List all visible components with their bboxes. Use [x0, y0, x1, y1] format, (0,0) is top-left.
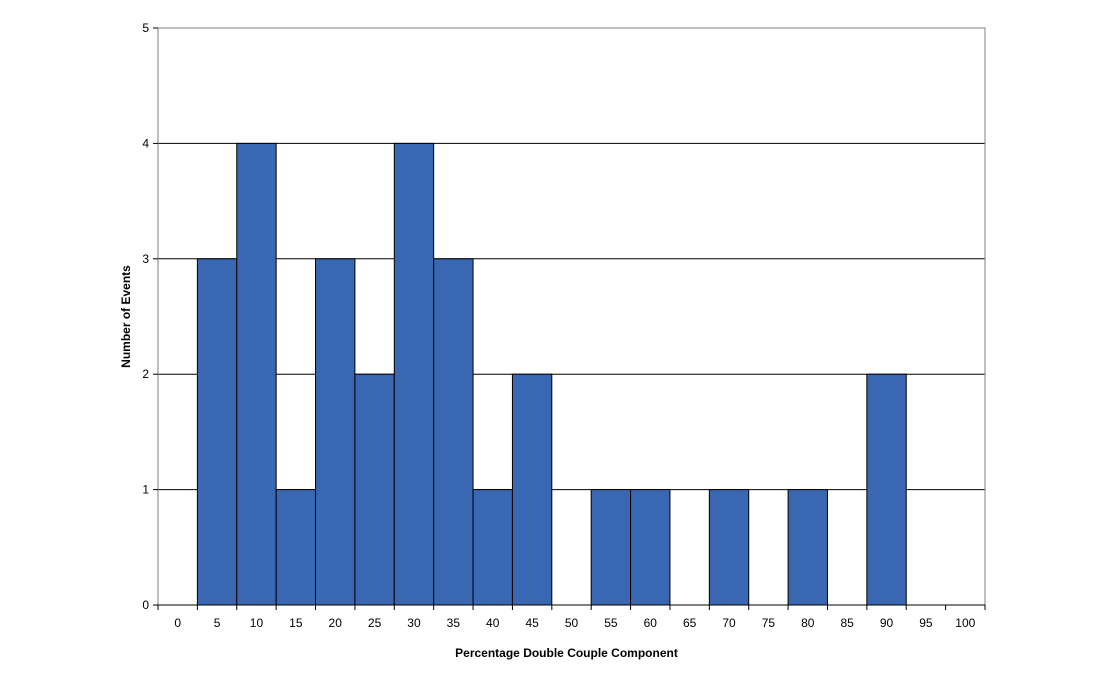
x-axis-title: Percentage Double Couple Component	[455, 646, 678, 660]
x-tick-label: 45	[525, 616, 539, 630]
x-tick-label: 35	[447, 616, 461, 630]
x-axis-ticks: 0 5 10 15 20 25 30 35 40 45 50 55 60 65 70 75 80 85 90 95 10…	[157, 604, 986, 630]
x-tick-label: 100	[955, 616, 975, 630]
bar-15	[275, 489, 317, 606]
bar-80	[787, 489, 828, 606]
x-tick-label: 95	[919, 616, 933, 630]
x-tick-label: 25	[368, 616, 382, 630]
bar-20	[315, 258, 356, 606]
x-tick-label: 55	[604, 616, 618, 630]
x-tick-label: 20	[329, 616, 343, 630]
y-axis-ticks: 0 1 2 3 4 5	[142, 21, 158, 612]
x-tick-label: 30	[407, 616, 421, 630]
gridlines	[158, 142, 985, 491]
x-tick-label: 65	[683, 616, 697, 630]
bar-90	[866, 373, 907, 606]
bar-5	[196, 258, 238, 606]
bar-60	[630, 489, 671, 606]
bar-40	[472, 489, 513, 606]
x-tick-label: 75	[762, 616, 776, 630]
y-tick-label: 3	[142, 252, 149, 266]
x-tick-label: 90	[880, 616, 894, 630]
bar-25	[354, 373, 395, 606]
x-tick-label: 85	[840, 616, 854, 630]
x-tick-label: 50	[565, 616, 579, 630]
y-tick-label: 0	[142, 598, 149, 612]
bar-35	[433, 258, 474, 606]
x-tick-label: 60	[644, 616, 658, 630]
bar-30	[393, 142, 435, 606]
x-tick-label: 70	[722, 616, 736, 630]
y-tick-label: 1	[142, 483, 149, 497]
y-tick-label: 2	[142, 367, 149, 381]
bar-70	[708, 489, 750, 606]
y-axis-title: Number of Events	[119, 265, 133, 368]
x-tick-label: 40	[486, 616, 500, 630]
x-tick-label: 15	[289, 616, 303, 630]
x-tick-label: 5	[214, 616, 221, 630]
x-tick-label: 0	[174, 616, 181, 630]
y-tick-label: 5	[142, 21, 149, 35]
bar-10	[236, 142, 277, 606]
x-tick-label: 10	[250, 616, 264, 630]
y-tick-label: 4	[142, 136, 149, 150]
bar-45	[511, 373, 553, 606]
x-tick-label: 80	[801, 616, 815, 630]
bar-55	[590, 489, 632, 606]
